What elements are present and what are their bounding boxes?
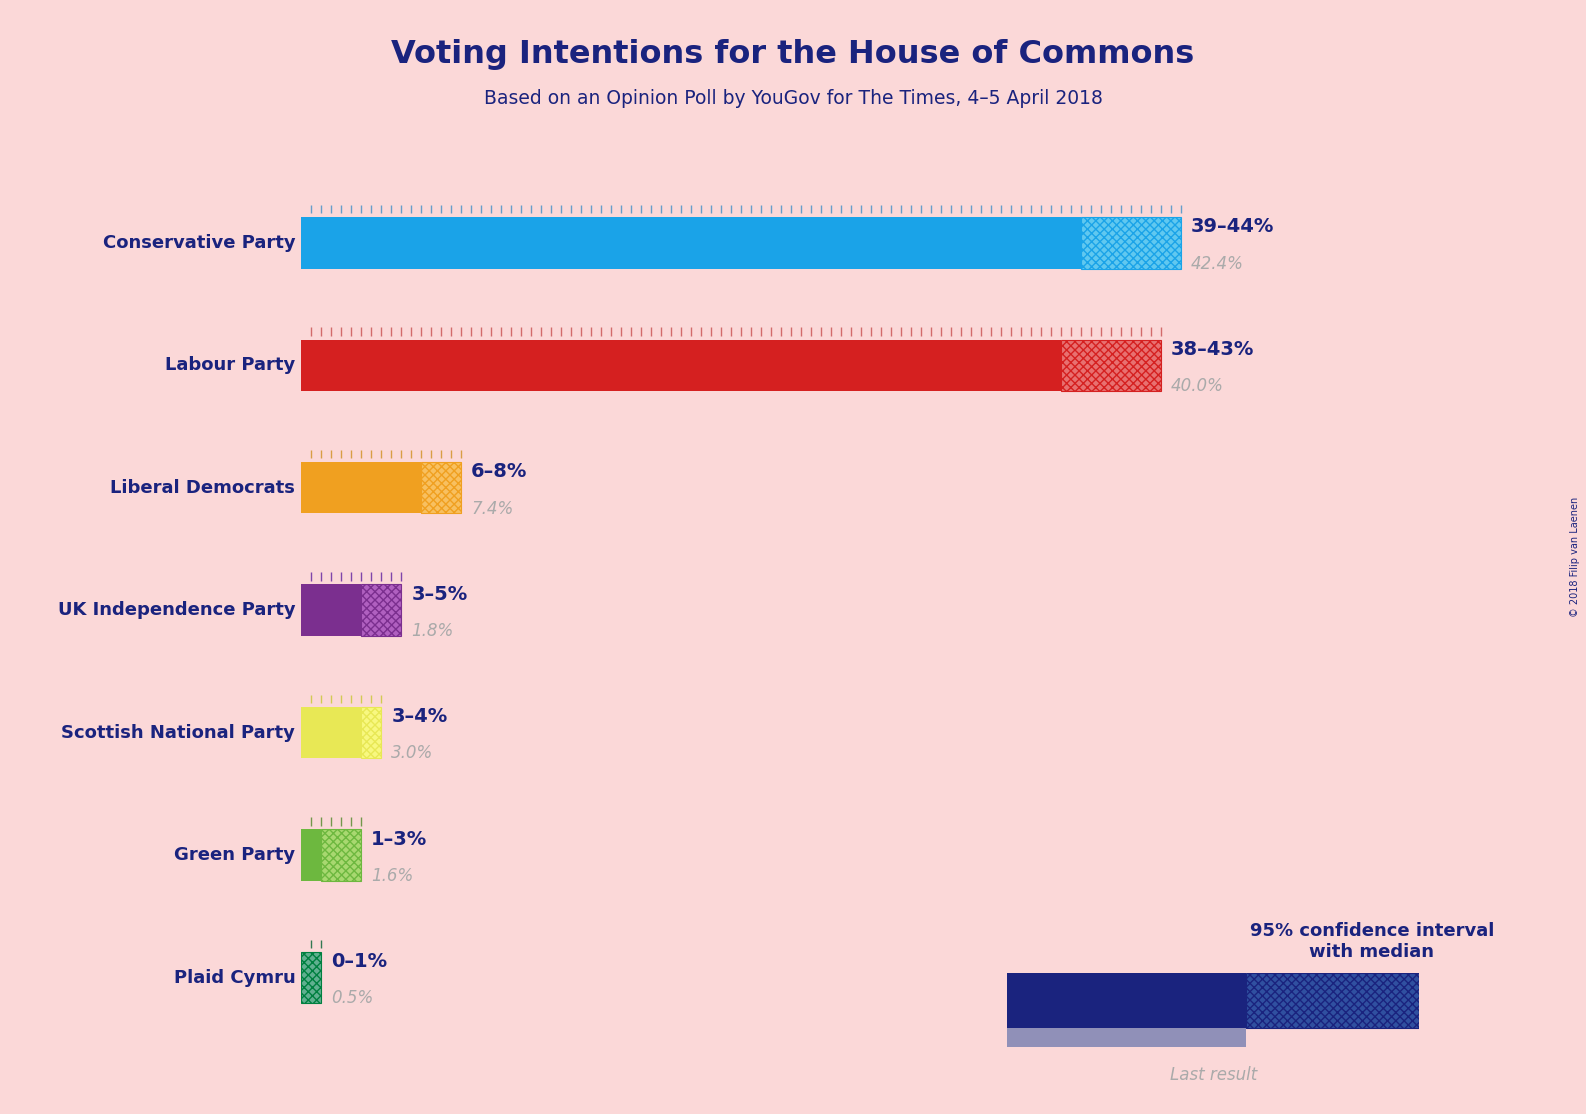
Text: 0–1%: 0–1% [331,952,387,971]
Bar [1007,974,1247,1028]
Text: 95% confidence interval
with median: 95% confidence interval with median [1250,922,1494,960]
Text: 3.0%: 3.0% [392,744,433,762]
Text: 42.4%: 42.4% [1191,255,1243,273]
Bar [301,707,362,759]
Bar [1061,340,1161,391]
Text: 39–44%: 39–44% [1191,217,1274,236]
Text: Green Party: Green Party [174,847,295,864]
Text: 1.6%: 1.6% [371,867,414,885]
Bar [301,951,322,1004]
Text: Liberal Democrats: Liberal Democrats [111,479,295,497]
Text: Conservative Party: Conservative Party [103,234,295,252]
Text: 3–5%: 3–5% [411,585,468,604]
Text: 6–8%: 6–8% [471,462,528,481]
Bar [301,734,362,754]
Bar [322,830,362,881]
Bar [301,217,1080,268]
Text: UK Independence Party: UK Independence Party [57,602,295,619]
Bar [1080,217,1180,268]
Text: Plaid Cymru: Plaid Cymru [173,968,295,987]
Bar [422,462,462,514]
Text: Last result: Last result [1169,1066,1258,1084]
Bar [301,585,362,636]
Bar [301,340,1061,391]
Bar [1007,1026,1247,1047]
Text: © 2018 Filip van Laenen: © 2018 Filip van Laenen [1570,497,1580,617]
Bar [362,585,401,636]
Text: Voting Intentions for the House of Commons: Voting Intentions for the House of Commo… [392,39,1194,70]
Bar [301,462,422,514]
Bar [362,707,381,759]
Text: Scottish National Party: Scottish National Party [62,724,295,742]
Text: Based on an Opinion Poll by YouGov for The Times, 4–5 April 2018: Based on an Opinion Poll by YouGov for T… [484,89,1102,108]
Text: 40.0%: 40.0% [1170,377,1223,395]
Bar [301,367,1101,387]
Text: 3–4%: 3–4% [392,707,447,726]
Bar [1247,974,1419,1028]
Bar [301,612,338,632]
Text: 0.5%: 0.5% [331,989,374,1007]
Text: 1.8%: 1.8% [411,622,454,641]
Text: 1–3%: 1–3% [371,830,428,849]
Text: Labour Party: Labour Party [165,356,295,374]
Bar [301,857,333,877]
Bar [301,244,1148,264]
Text: 38–43%: 38–43% [1170,340,1255,359]
Bar [301,830,322,881]
Bar [301,489,449,509]
Text: 7.4%: 7.4% [471,499,514,518]
Bar [301,979,311,998]
